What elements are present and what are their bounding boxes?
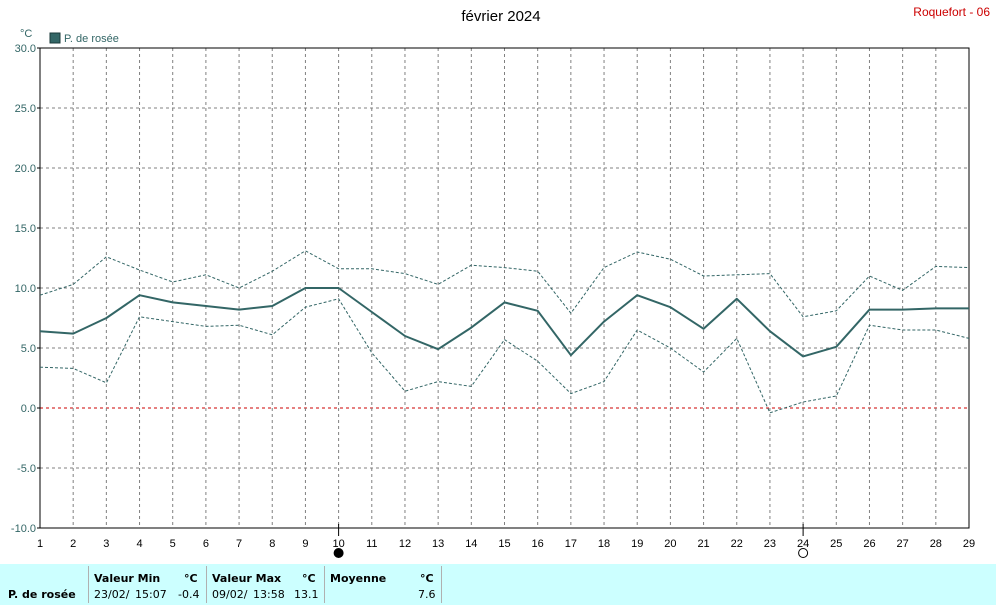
x-tick-label: 12 bbox=[399, 538, 411, 550]
y-tick-label: -10.0 bbox=[11, 523, 36, 535]
x-tick-label: 9 bbox=[302, 538, 308, 550]
column-divider bbox=[441, 566, 442, 603]
x-tick-label: 26 bbox=[863, 538, 875, 550]
x-tick-label: 1 bbox=[37, 538, 43, 550]
x-tick-label: 3 bbox=[103, 538, 109, 550]
x-tick-label: 21 bbox=[697, 538, 709, 550]
x-tick-label: 2 bbox=[70, 538, 76, 550]
min-time: 15:07 bbox=[135, 588, 167, 601]
y-tick-label: 0.0 bbox=[21, 403, 36, 415]
x-tick-label: 20 bbox=[664, 538, 676, 550]
x-tick-label: 28 bbox=[930, 538, 942, 550]
column-divider bbox=[324, 566, 325, 603]
x-tick-label: 19 bbox=[631, 538, 643, 550]
min-header: Valeur Min bbox=[94, 572, 161, 585]
y-unit-label: °C bbox=[20, 28, 32, 40]
x-tick-label: 22 bbox=[731, 538, 743, 550]
max-value: 13.1 bbox=[294, 588, 319, 601]
y-tick-label: -5.0 bbox=[17, 463, 36, 475]
dew-point-max-line bbox=[39, 250, 970, 318]
moon-phases bbox=[333, 524, 809, 558]
grid bbox=[40, 48, 969, 528]
avg-value: 7.6 bbox=[418, 588, 436, 601]
chart-title: février 2024 bbox=[461, 8, 540, 25]
x-tick-label: 24 bbox=[797, 538, 809, 550]
full-moon-icon bbox=[798, 548, 809, 558]
x-tick-label: 10 bbox=[332, 538, 344, 550]
x-tick-label: 29 bbox=[963, 538, 975, 550]
legend-swatch bbox=[49, 32, 61, 44]
avg-header: Moyenne bbox=[330, 572, 387, 585]
y-tick-label: 10.0 bbox=[15, 283, 36, 295]
new-moon-icon bbox=[333, 548, 344, 558]
y-tick-label: 5.0 bbox=[21, 343, 36, 355]
min-date: 23/02/ bbox=[94, 588, 130, 601]
y-tick-label: 15.0 bbox=[15, 223, 36, 235]
x-tick-label: 18 bbox=[598, 538, 610, 550]
station-label: Roquefort - 06 bbox=[913, 5, 990, 19]
x-tick-label: 8 bbox=[269, 538, 275, 550]
x-tick-label: 4 bbox=[136, 538, 142, 550]
y-tick-label: 20.0 bbox=[15, 163, 36, 175]
dew-point-line bbox=[39, 287, 969, 358]
x-tick-label: 15 bbox=[498, 538, 510, 550]
legend-label: P. de rosée bbox=[64, 33, 119, 45]
x-tick-label: 23 bbox=[764, 538, 776, 550]
max-time: 13:58 bbox=[253, 588, 285, 601]
plot-frame bbox=[39, 47, 970, 529]
min-unit: °C bbox=[184, 572, 198, 585]
stats-table bbox=[0, 564, 996, 605]
max-unit: °C bbox=[302, 572, 316, 585]
x-tick-label: 17 bbox=[565, 538, 577, 550]
x-tick-label: 13 bbox=[432, 538, 444, 550]
y-tick-label: 30.0 bbox=[15, 43, 36, 55]
x-tick-label: 14 bbox=[465, 538, 477, 550]
axes: 30.025.020.015.010.05.00.0-5.0-10.01 2 3 4 5… bbox=[11, 43, 975, 550]
x-tick-label: 5 bbox=[170, 538, 176, 550]
x-tick-label: 25 bbox=[830, 538, 842, 550]
max-header: Valeur Max bbox=[212, 572, 282, 585]
stats-row-label: P. de rosée bbox=[8, 588, 76, 601]
x-tick-label: 16 bbox=[532, 538, 544, 550]
y-tick-label: 25.0 bbox=[15, 103, 36, 115]
x-tick-label: 11 bbox=[366, 538, 377, 550]
max-date: 09/02/ bbox=[212, 588, 248, 601]
column-divider bbox=[88, 566, 89, 603]
column-divider bbox=[206, 566, 207, 603]
x-tick-label: 27 bbox=[897, 538, 909, 550]
avg-unit: °C bbox=[420, 572, 434, 585]
dew-point-chart: février 2024 Roquefort - 06 °C P. de ros… bbox=[11, 5, 990, 558]
dew-point-min-line bbox=[39, 298, 970, 414]
x-tick-label: 6 bbox=[203, 538, 209, 550]
min-value: -0.4 bbox=[178, 588, 200, 601]
series-lines bbox=[39, 250, 970, 414]
x-tick-label: 7 bbox=[236, 538, 242, 550]
